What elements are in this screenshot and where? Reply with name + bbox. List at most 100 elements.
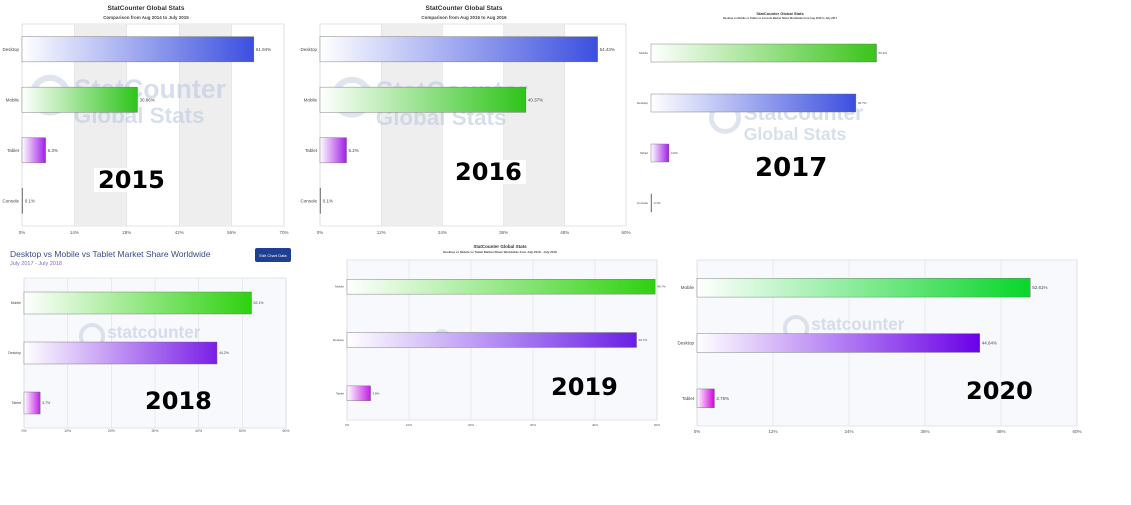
bar-mobile-2016 xyxy=(319,86,527,113)
value-label-console-2015: 0.1% xyxy=(25,198,35,203)
chart-panel-2015: 0% 14% 28% 42% 56% 70% StatCounter Global Stats… xyxy=(0,0,292,240)
year-label-2020: 2020 xyxy=(966,377,1033,405)
category-label-desktop-2018: Desktop xyxy=(8,351,21,355)
tick-label-2018: 60% xyxy=(282,429,289,433)
watermark-text-2017: Global Stats xyxy=(744,124,847,144)
category-label-tablet-2019: Tablet xyxy=(336,391,344,395)
tick-label-2016: 12% xyxy=(377,230,386,235)
tick-label-2018: 10% xyxy=(64,429,71,433)
category-label-tablet-2015: Tablet xyxy=(7,148,20,153)
chart-title-2016: StatCounter Global Stats xyxy=(426,5,503,12)
value-label-mobile-2015: 30.86% xyxy=(140,97,155,102)
chart-svg-2019: 0%10%20%30%40%50%statcounterStatCounter … xyxy=(333,244,666,427)
value-label-tablet-2020: 2.75% xyxy=(716,396,729,401)
year-label-2016: 2016 xyxy=(451,160,526,184)
category-label-mobile-2015: Mobile xyxy=(6,97,20,102)
value-label-tablet-2017: 4.0% xyxy=(671,151,678,155)
category-label-desktop-2015: Desktop xyxy=(2,47,19,52)
value-label-mobile-2020: 52.61% xyxy=(1032,285,1047,290)
tick-label-2019: 40% xyxy=(592,423,598,427)
value-label-console-2016: 0.1% xyxy=(323,198,333,203)
value-label-desktop-2018: 44.2% xyxy=(219,351,229,355)
bar-desktop-2017 xyxy=(650,93,857,113)
tick-label-2018: 30% xyxy=(151,429,158,433)
year-label-2019: 2019 xyxy=(551,373,618,401)
category-label-console-2015: Console xyxy=(2,198,19,203)
chart-subtitle-2017: Desktop vs Mobile vs Tablet vs Console M… xyxy=(723,16,838,20)
category-label-tablet-2017: Tablet xyxy=(640,151,648,155)
value-label-desktop-2017: 45.7% xyxy=(858,101,867,105)
chart-subtitle-2016: Comparison from Aug 2015 to Aug 2016 xyxy=(421,15,507,20)
bar-mobile-2019 xyxy=(346,279,656,295)
value-label-tablet-2015: 6.3% xyxy=(48,148,58,153)
tick-label-2020: 48% xyxy=(996,429,1005,434)
bar-console-2016 xyxy=(319,187,322,214)
tick-label-2016: 60% xyxy=(621,230,630,235)
year-label-2018: 2018 xyxy=(145,387,212,415)
tick-label-2015: 56% xyxy=(227,230,236,235)
chart-subtitle-2019: Desktop vs Mobile vs Tablet Market Share… xyxy=(443,250,557,254)
category-label-tablet-2018: Tablet xyxy=(12,401,21,405)
category-label-console-2016: Console xyxy=(300,198,317,203)
category-label-desktop-2016: Desktop xyxy=(300,47,317,52)
chart-svg-2020: 0% 12% 24% 36% 48% 60% statcounter Mobile 52.61%… xyxy=(677,259,1082,434)
watermark-text-2018: statcounter xyxy=(107,323,200,342)
tick-label-2015: 70% xyxy=(279,230,288,235)
chart-subtitle-2015: Comparison from Aug 2014 to July 2015 xyxy=(103,15,189,20)
category-label-mobile-2019: Mobile xyxy=(335,285,344,289)
bar-mobile-2018 xyxy=(23,291,252,315)
value-label-mobile-2016: 40.37% xyxy=(528,97,543,102)
value-label-console-2017: 0.1% xyxy=(654,201,661,205)
tick-label-2016: 48% xyxy=(560,230,569,235)
tick-label-2019: 20% xyxy=(468,423,474,427)
category-label-mobile-2016: Mobile xyxy=(304,97,318,102)
tick-label-2016: 24% xyxy=(438,230,447,235)
tick-label-2019: 30% xyxy=(530,423,536,427)
tick-label-2019: 50% xyxy=(654,423,660,427)
bar-desktop-2020 xyxy=(696,333,980,353)
value-label-mobile-2018: 52.1% xyxy=(254,301,264,305)
chart-panel-2019: 0%10%20%30%40%50%statcounterStatCounter … xyxy=(330,244,670,434)
bar-mobile-2017 xyxy=(650,43,877,63)
value-label-desktop-2019: 46.7% xyxy=(639,338,648,342)
category-label-desktop-2017: Desktop xyxy=(637,101,648,105)
tick-label-2019: 0% xyxy=(345,423,350,427)
tick-label-2016: 0% xyxy=(317,230,324,235)
tick-label-2018: 40% xyxy=(195,429,202,433)
tick-label-2015: 14% xyxy=(70,230,79,235)
value-label-mobile-2017: 50.3% xyxy=(879,51,888,55)
category-label-mobile-2020: Mobile xyxy=(681,285,695,290)
value-label-mobile-2019: 49.7% xyxy=(657,285,666,289)
value-label-tablet-2016: 5.2% xyxy=(349,148,359,153)
category-label-tablet-2020: Tablet xyxy=(682,396,695,401)
tick-label-2018: 0% xyxy=(21,429,26,433)
watermark-text-2020: statcounter xyxy=(811,315,904,334)
bar-desktop-2019 xyxy=(346,332,637,348)
tick-label-2020: 24% xyxy=(844,429,853,434)
bar-mobile-2020 xyxy=(696,278,1031,298)
chart-2018-title: Desktop vs Mobile vs Tablet Market Share… xyxy=(10,249,211,259)
tick-label-2015: 28% xyxy=(122,230,131,235)
bar-mobile-2015 xyxy=(21,86,138,113)
edit-chart-data-button[interactable]: Edit Chart Data xyxy=(255,248,291,262)
chart-title-2019: StatCounter Global Stats xyxy=(473,244,527,249)
bar-tablet-2020 xyxy=(696,388,715,408)
bar-tablet-2015 xyxy=(21,137,46,164)
tick-label-2020: 36% xyxy=(920,429,929,434)
tick-label-2015: 0% xyxy=(19,230,26,235)
value-label-desktop-2015: 61.94% xyxy=(256,47,271,52)
bar-tablet-2016 xyxy=(319,137,347,164)
chart-panel-2018: 0% 10% 20% 30% 40% 50% 60% statcounter Mobile 52.… xyxy=(0,242,300,438)
bar-desktop-2018 xyxy=(23,341,218,365)
chart-panel-2017: StatCounter Global Stats StatCounter Globa… xyxy=(637,8,920,228)
bar-tablet-2019 xyxy=(346,385,371,402)
category-label-tablet-2016: Tablet xyxy=(305,148,318,153)
category-label-mobile-2017: Mobile xyxy=(639,51,648,55)
chart-title-2017: StatCounter Global Stats xyxy=(756,11,804,16)
tick-label-2016: 36% xyxy=(499,230,508,235)
tick-label-2019: 10% xyxy=(406,423,412,427)
